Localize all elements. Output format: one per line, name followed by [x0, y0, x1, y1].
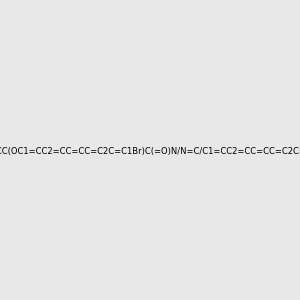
Text: CCC(OC1=CC2=CC=CC=C2C=C1Br)C(=O)N/N=C/C1=CC2=CC=CC=C2C=C1: CCC(OC1=CC2=CC=CC=C2C=C1Br)C(=O)N/N=C/C1…	[0, 147, 300, 156]
